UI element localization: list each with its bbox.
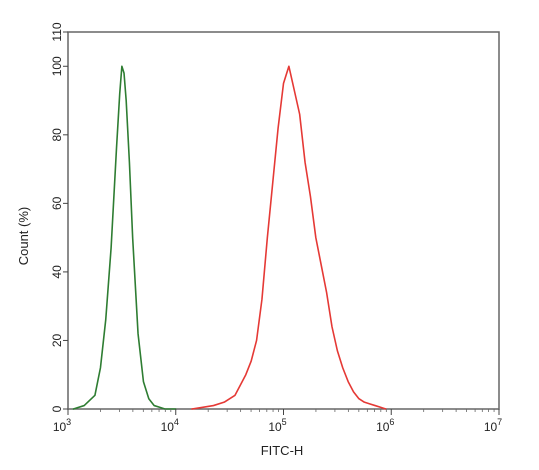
x-tick-label: 103 [53, 417, 71, 434]
x-tick-label: 104 [161, 417, 179, 434]
x-tick-exponent: 6 [389, 417, 394, 427]
y-axis-label: Count (%) [16, 207, 31, 266]
series-curves [72, 65, 387, 410]
x-tick-label: 105 [268, 417, 286, 434]
x-tick-exponent: 4 [174, 417, 179, 427]
y-axis: 0 20 40 60 80 100 110 [50, 22, 68, 412]
y-tick-label: 0 [50, 405, 64, 412]
x-tick-exponent: 5 [282, 417, 287, 427]
y-tick-label: 60 [50, 196, 64, 210]
x-tick-base: 10 [484, 420, 498, 434]
series-line-1 [72, 65, 177, 410]
x-tick-base: 10 [53, 420, 67, 434]
x-tick-base: 10 [268, 420, 282, 434]
x-tick-exponent: 3 [66, 417, 71, 427]
x-axis-label: FITC-H [261, 443, 304, 458]
series-line-2 [191, 65, 387, 410]
x-tick-label: 107 [484, 417, 502, 434]
y-tick-label: 110 [50, 22, 64, 41]
x-tick-label: 106 [376, 417, 394, 434]
y-tick-label: 20 [50, 333, 64, 347]
x-tick-base: 10 [376, 420, 390, 434]
x-tick-base: 10 [161, 420, 175, 434]
y-tick-label: 100 [50, 56, 64, 76]
y-tick-label: 80 [50, 128, 64, 142]
x-axis: 103 104 105 106 107 [53, 409, 502, 434]
y-tick-label: 40 [50, 265, 64, 279]
x-tick-exponent: 7 [497, 417, 502, 427]
